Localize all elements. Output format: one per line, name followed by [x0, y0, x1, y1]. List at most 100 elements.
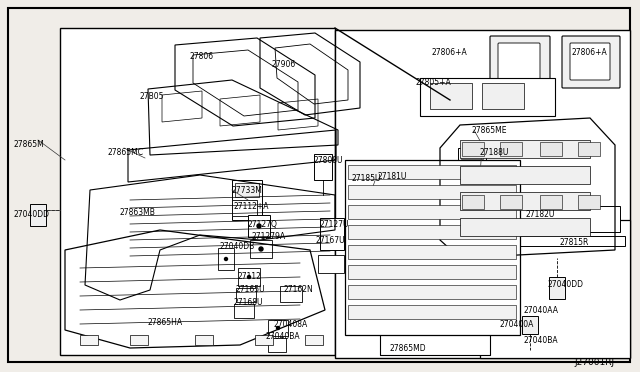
- Bar: [373, 181, 393, 188]
- Text: J27001RJ: J27001RJ: [574, 358, 614, 367]
- Text: 27863MB: 27863MB: [120, 208, 156, 217]
- Bar: [500, 195, 522, 209]
- Bar: [460, 192, 590, 210]
- FancyBboxPatch shape: [562, 36, 620, 88]
- Text: 27865MC: 27865MC: [108, 148, 144, 157]
- Text: 27806+A: 27806+A: [571, 48, 607, 57]
- FancyBboxPatch shape: [570, 43, 610, 80]
- Bar: [348, 285, 516, 299]
- Bar: [373, 191, 393, 198]
- Bar: [348, 185, 516, 199]
- Circle shape: [225, 257, 227, 260]
- Bar: [480, 220, 630, 358]
- Bar: [420, 78, 555, 116]
- Bar: [460, 218, 590, 236]
- Bar: [320, 218, 344, 250]
- Bar: [335, 30, 630, 358]
- Bar: [130, 335, 148, 345]
- Bar: [462, 142, 484, 156]
- Bar: [218, 248, 234, 270]
- Bar: [348, 265, 516, 279]
- Bar: [348, 225, 516, 239]
- Bar: [549, 277, 565, 299]
- Bar: [345, 160, 520, 335]
- Bar: [500, 206, 620, 232]
- Text: 27188U: 27188U: [480, 148, 509, 157]
- Text: 27806: 27806: [189, 52, 213, 61]
- Text: 27112+A: 27112+A: [234, 202, 269, 211]
- Text: 27808U: 27808U: [314, 156, 344, 165]
- FancyBboxPatch shape: [490, 36, 550, 88]
- Bar: [460, 166, 590, 184]
- Bar: [235, 183, 259, 197]
- Text: 27865MD: 27865MD: [390, 344, 427, 353]
- Bar: [373, 171, 393, 178]
- Bar: [578, 195, 600, 209]
- Text: 27185U: 27185U: [352, 174, 381, 183]
- Bar: [314, 154, 332, 180]
- Bar: [248, 215, 270, 237]
- Bar: [500, 142, 522, 156]
- Circle shape: [276, 327, 280, 330]
- Text: 27865M: 27865M: [14, 140, 45, 149]
- FancyBboxPatch shape: [498, 43, 540, 80]
- Text: 27040AA: 27040AA: [524, 306, 559, 315]
- Text: 270400A: 270400A: [500, 320, 534, 329]
- Bar: [30, 204, 46, 226]
- Text: 27165U: 27165U: [236, 285, 266, 294]
- Text: 270408A: 270408A: [273, 320, 307, 329]
- Bar: [522, 316, 538, 334]
- Bar: [236, 288, 256, 302]
- Text: 27182U: 27182U: [526, 210, 556, 219]
- Text: 27167U: 27167U: [316, 236, 346, 245]
- Bar: [430, 83, 472, 109]
- Bar: [480, 236, 625, 246]
- Text: 27040DD: 27040DD: [548, 280, 584, 289]
- Text: 27B05: 27B05: [140, 92, 164, 101]
- Text: 27127U: 27127U: [320, 220, 349, 229]
- Bar: [80, 335, 98, 345]
- Text: 27040DB: 27040DB: [220, 242, 255, 251]
- Text: 27906: 27906: [272, 60, 296, 69]
- Text: 27040BA: 27040BA: [524, 336, 559, 345]
- Bar: [195, 335, 213, 345]
- Text: 27865HA: 27865HA: [148, 318, 183, 327]
- Bar: [318, 255, 344, 273]
- Bar: [234, 304, 254, 318]
- Bar: [268, 320, 288, 336]
- Text: 27805+A: 27805+A: [416, 78, 452, 87]
- Bar: [305, 335, 323, 345]
- Bar: [461, 162, 483, 170]
- Bar: [461, 151, 483, 159]
- Bar: [268, 338, 286, 352]
- Text: 27040BA: 27040BA: [266, 332, 301, 341]
- Bar: [461, 173, 483, 181]
- Bar: [462, 195, 484, 209]
- Bar: [540, 142, 562, 156]
- Bar: [370, 168, 396, 202]
- Text: 27865ME: 27865ME: [472, 126, 508, 135]
- Bar: [60, 28, 335, 355]
- Bar: [380, 330, 490, 355]
- Text: 27040DD: 27040DD: [14, 210, 50, 219]
- Text: 27112: 27112: [238, 272, 262, 281]
- Text: 27733M: 27733M: [232, 186, 263, 195]
- Text: 271279A: 271279A: [252, 232, 286, 241]
- Circle shape: [35, 208, 40, 212]
- Bar: [458, 148, 486, 184]
- Text: 27127Q: 27127Q: [248, 220, 278, 229]
- Bar: [348, 305, 516, 319]
- Bar: [348, 165, 516, 179]
- Bar: [238, 268, 260, 286]
- Bar: [232, 200, 257, 216]
- Bar: [348, 245, 516, 259]
- Text: 27815R: 27815R: [560, 238, 589, 247]
- Circle shape: [259, 247, 263, 251]
- Circle shape: [248, 276, 250, 279]
- Bar: [250, 240, 272, 258]
- Text: 27168U: 27168U: [234, 298, 264, 307]
- Bar: [255, 335, 273, 345]
- Bar: [460, 140, 590, 158]
- Circle shape: [527, 320, 532, 324]
- Bar: [280, 286, 302, 302]
